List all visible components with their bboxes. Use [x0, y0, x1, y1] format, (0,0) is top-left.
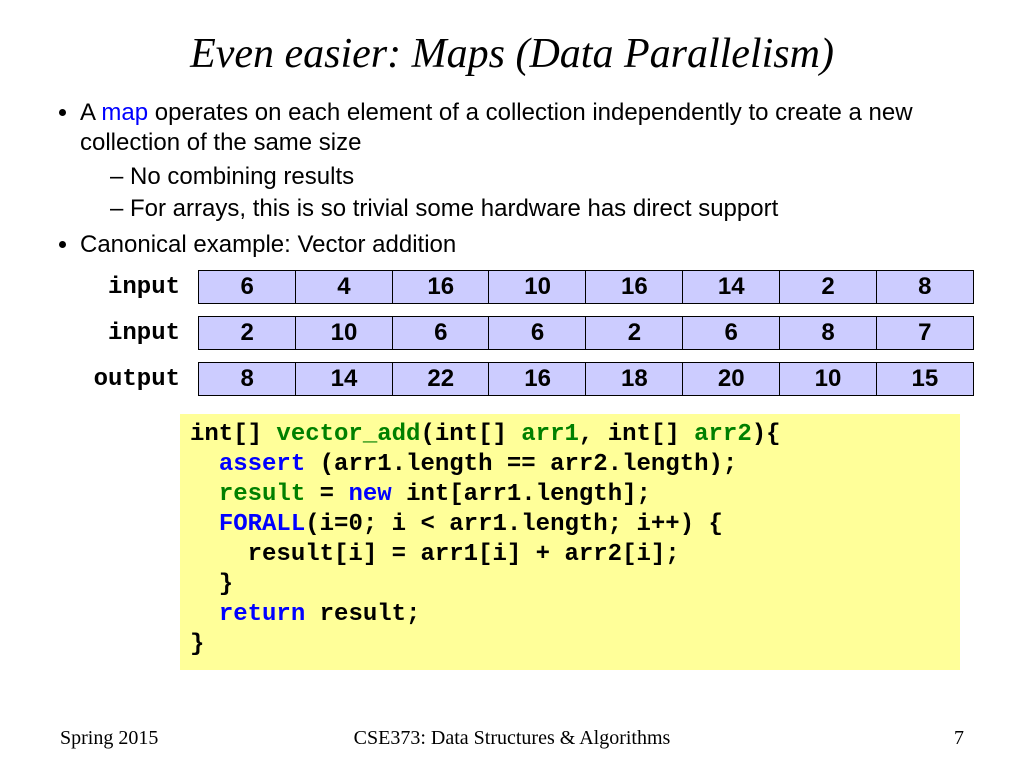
code-l8: }	[190, 631, 204, 658]
bullet-1: A map operates on each element of a coll…	[80, 98, 974, 224]
sub-list-1: No combining results For arrays, this is…	[110, 162, 974, 224]
slide-title: Even easier: Maps (Data Parallelism)	[50, 30, 974, 78]
code-l1d: arr1	[521, 421, 579, 448]
code-l3d: new	[348, 481, 391, 508]
map-keyword: map	[101, 99, 148, 126]
array-label-output: output	[50, 366, 198, 393]
code-l2b: assert	[219, 451, 305, 478]
slide: Even easier: Maps (Data Parallelism) A m…	[0, 0, 1024, 670]
cell: 4	[295, 270, 393, 304]
code-l7a	[190, 601, 219, 628]
cell: 2	[585, 316, 683, 350]
array-cells-1: 6 4 16 10 16 14 2 8	[198, 270, 974, 304]
cell: 6	[488, 316, 586, 350]
array-cells-2: 2 10 6 6 2 6 8 7	[198, 316, 974, 350]
code-l3a	[190, 481, 219, 508]
cell: 20	[682, 362, 780, 396]
code-l4a	[190, 511, 219, 538]
code-l5: result[i] = arr1[i] + arr2[i];	[190, 541, 680, 568]
cell: 10	[295, 316, 393, 350]
cell: 6	[392, 316, 490, 350]
cell: 8	[779, 316, 877, 350]
footer: Spring 2015 CSE373: Data Structures & Al…	[0, 727, 1024, 750]
footer-left: Spring 2015	[60, 727, 158, 750]
cell: 10	[488, 270, 586, 304]
array-row-3: output 8 14 22 16 18 20 10 15	[50, 362, 974, 396]
code-l1a: int[]	[190, 421, 276, 448]
cell: 14	[682, 270, 780, 304]
code-block: int[] vector_add(int[] arr1, int[] arr2)…	[180, 414, 960, 670]
cell: 16	[585, 270, 683, 304]
cell: 2	[779, 270, 877, 304]
code-l1c: (int[]	[420, 421, 521, 448]
cell: 15	[876, 362, 974, 396]
cell: 6	[198, 270, 296, 304]
bullet-1-pre: A	[80, 99, 101, 126]
footer-right: 7	[954, 727, 964, 750]
cell: 16	[392, 270, 490, 304]
bullet-2: Canonical example: Vector addition	[80, 230, 974, 260]
code-l3c: =	[305, 481, 348, 508]
bullet-1-post: operates on each element of a collection…	[80, 99, 913, 156]
code-l1f: arr2	[694, 421, 752, 448]
cell: 8	[876, 270, 974, 304]
code-l3b: result	[219, 481, 305, 508]
code-l2c: (arr1.length == arr2.length);	[305, 451, 737, 478]
code-l1g: ){	[752, 421, 781, 448]
arrays-block: input 6 4 16 10 16 14 2 8 input 2 10 6 6…	[50, 270, 974, 396]
code-l3e: int[arr1.length];	[392, 481, 651, 508]
cell: 14	[295, 362, 393, 396]
array-label-input-1: input	[50, 274, 198, 301]
cell: 10	[779, 362, 877, 396]
code-l4b: FORALL	[219, 511, 305, 538]
bullet-list: A map operates on each element of a coll…	[80, 98, 974, 260]
bullet-1a: No combining results	[110, 162, 974, 192]
cell: 7	[876, 316, 974, 350]
cell: 2	[198, 316, 296, 350]
code-l6: }	[190, 571, 233, 598]
code-l4c: (i=0; i < arr1.length; i++) {	[305, 511, 723, 538]
cell: 16	[488, 362, 586, 396]
bullet-1b: For arrays, this is so trivial some hard…	[110, 194, 974, 224]
cell: 6	[682, 316, 780, 350]
cell: 22	[392, 362, 490, 396]
code-l1e: , int[]	[579, 421, 694, 448]
cell: 18	[585, 362, 683, 396]
code-l1b: vector_add	[276, 421, 420, 448]
array-row-1: input 6 4 16 10 16 14 2 8	[50, 270, 974, 304]
cell: 8	[198, 362, 296, 396]
code-l7c: result;	[305, 601, 420, 628]
code-l2a	[190, 451, 219, 478]
array-row-2: input 2 10 6 6 2 6 8 7	[50, 316, 974, 350]
code-l7b: return	[219, 601, 305, 628]
array-label-input-2: input	[50, 320, 198, 347]
array-cells-3: 8 14 22 16 18 20 10 15	[198, 362, 974, 396]
